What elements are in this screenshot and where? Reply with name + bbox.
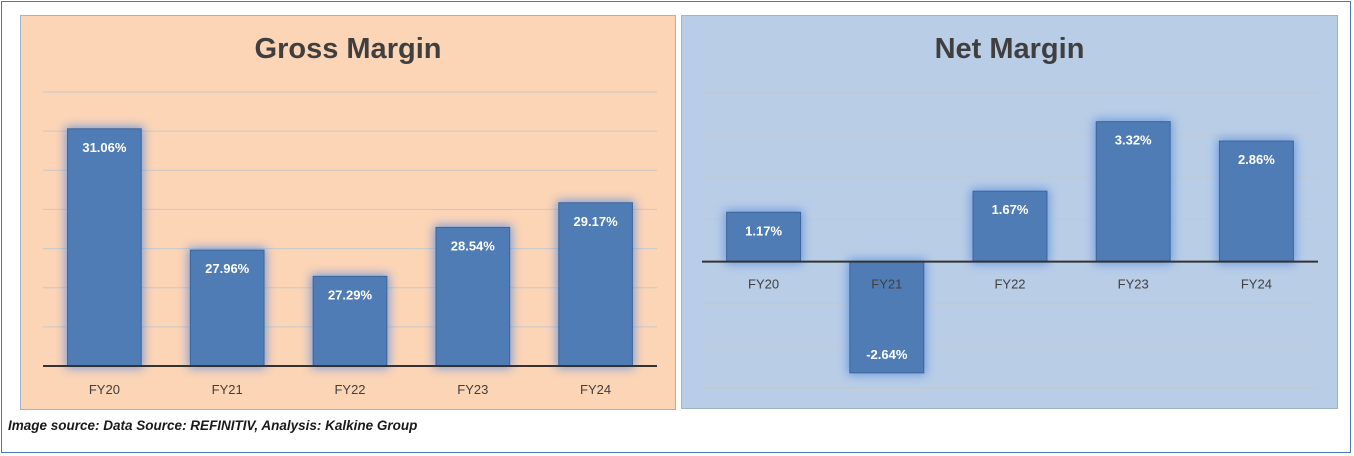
bar-fy21 [849, 261, 925, 374]
category-label: FY24 [1241, 277, 1272, 292]
bar-fy21 [189, 249, 265, 367]
bar-fy20 [726, 211, 802, 263]
data-label: 28.54% [451, 238, 496, 253]
data-label: 29.17% [574, 214, 619, 229]
data-label: 27.96% [205, 261, 250, 276]
data-label: 1.17% [745, 223, 782, 238]
category-label: FY21 [212, 382, 243, 397]
bar-fy23 [435, 226, 511, 367]
net-margin-panel: Net Margin 1.17% FY20 -2.64% FY21 1.67% FY22 3… [681, 15, 1338, 409]
category-label: FY20 [89, 382, 120, 397]
image-source-caption: Image source: Data Source: REFINITIV, An… [8, 418, 418, 433]
data-label: 31.06% [82, 140, 127, 155]
bar-fy23 [1095, 121, 1171, 263]
data-label: 1.67% [992, 202, 1029, 217]
category-label: FY22 [994, 277, 1025, 292]
gross-margin-title: Gross Margin [254, 33, 442, 65]
gross-margin-panel: Gross Margin 31.06% FY20 27.96% FY21 27.29% F… [20, 15, 676, 410]
bar-fy22 [312, 275, 388, 367]
data-label: 27.29% [328, 287, 373, 302]
category-label: FY23 [457, 382, 488, 397]
category-label: FY21 [871, 277, 902, 292]
net-margin-chart: 1.17% FY20 -2.64% FY21 1.67% FY22 3.32% FY23 2.8… [702, 92, 1318, 389]
category-label: FY22 [334, 382, 365, 397]
category-label: FY23 [1118, 277, 1149, 292]
category-label: FY24 [580, 382, 611, 397]
data-label: 3.32% [1115, 133, 1152, 148]
bar-fy24 [558, 202, 633, 367]
data-label: 2.86% [1238, 152, 1275, 167]
bar-fy22 [972, 190, 1048, 263]
bar-fy20 [67, 128, 142, 367]
data-label: -2.64% [866, 347, 908, 362]
gross-margin-chart: 31.06% FY20 27.96% FY21 27.29% FY22 28.54% FY23… [43, 91, 657, 397]
category-label: FY20 [748, 277, 779, 292]
net-margin-title: Net Margin [934, 33, 1085, 65]
